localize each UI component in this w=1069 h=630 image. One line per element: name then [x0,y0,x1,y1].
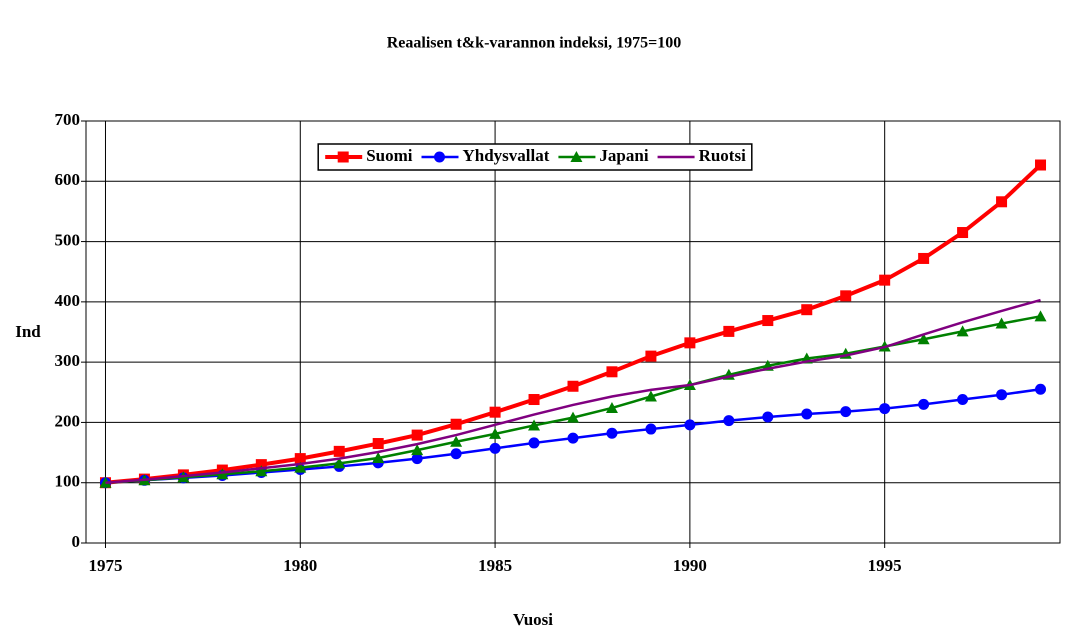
marker [411,429,423,441]
x-tick-label: 1985 [478,556,512,575]
marker [957,227,969,239]
marker [917,333,930,345]
plot-frame [85,120,1061,544]
marker [684,337,696,349]
marker [372,451,385,463]
y-tick-label: 500 [55,230,81,249]
marker [337,151,349,163]
marker [723,415,735,427]
marker [840,406,852,418]
y-tick-label: 700 [55,110,81,129]
x-tick-label: 1995 [868,556,902,575]
marker [333,457,346,469]
marker [1034,310,1047,322]
y-axis-label: Ind [15,322,41,341]
y-tick-label: 300 [55,351,81,370]
marker [801,304,813,316]
marker [255,465,268,477]
chart-title: Reaalisen t&k-varannon indeksi, 1975=100 [387,35,681,52]
y-tick-label: 200 [55,411,81,430]
marker [567,432,579,444]
legend-box [317,143,753,171]
legend-label: Suomi [366,146,413,165]
marker [684,419,696,431]
marker [528,437,540,449]
x-axis-label: Vuosi [513,610,553,629]
marker [570,151,583,162]
marker [606,427,618,439]
marker [434,151,445,163]
marker [372,438,384,450]
marker [411,444,424,456]
x-tick-label: 1980 [283,556,317,575]
marker [567,380,579,392]
marker [645,423,657,435]
marker [644,390,657,402]
marker [450,418,462,430]
marker [567,411,579,423]
marker [450,435,463,447]
marker [1035,159,1047,171]
marker [255,459,267,471]
marker [489,442,501,454]
marker [645,350,657,362]
y-tick-label: 600 [55,170,81,189]
legend-label: Yhdysvallat [463,146,550,165]
marker [840,290,852,302]
x-tick-label: 1990 [673,556,707,575]
marker [528,419,541,431]
marker [605,401,618,413]
marker [995,317,1008,329]
marker [762,411,774,423]
marker [489,406,501,418]
legend: Suomi Yhdysvallat Japani Ruotsi [317,143,753,171]
marker [879,403,891,415]
marker [450,448,462,460]
marker [723,325,735,337]
marker [879,274,891,286]
series-line [105,298,1041,484]
marker [762,315,774,327]
marker [294,461,307,473]
marker [489,427,502,439]
marker [957,394,969,406]
marker [606,366,618,378]
marker [294,453,306,465]
marker [996,196,1008,208]
marker [801,408,813,420]
marker [918,252,930,264]
marker [918,398,930,410]
marker [996,389,1008,401]
x-tick-label: 1975 [88,556,122,575]
legend-label: Japani [599,146,648,165]
marker [333,445,345,457]
y-tick-label: 0 [72,532,81,551]
marker [216,468,229,480]
y-tick-label: 400 [55,291,81,310]
marker [528,394,540,406]
marker [956,325,969,337]
y-tick-label: 100 [55,472,81,491]
marker [1035,383,1047,395]
marker [411,453,423,465]
legend-label: Ruotsi [699,146,747,165]
